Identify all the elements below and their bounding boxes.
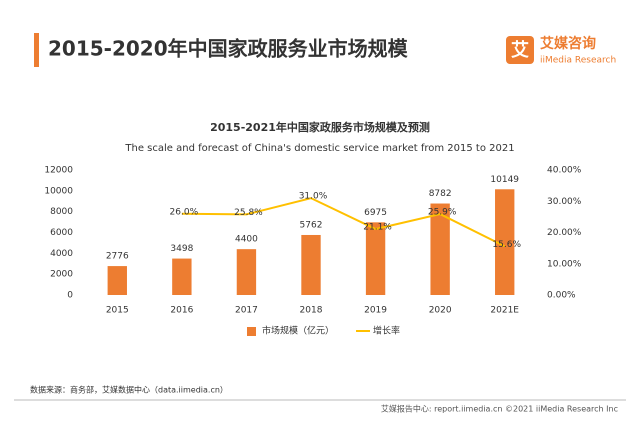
legend-label: 市场规模（亿元） — [262, 325, 334, 337]
y-tick-label: 2000 — [50, 270, 73, 280]
y2-tick-label: 30.00% — [547, 197, 582, 207]
y-tick-label: 4000 — [50, 249, 73, 259]
bar — [236, 249, 257, 295]
x-tick-label: 2020 — [429, 306, 452, 316]
line-label: 26.0% — [170, 207, 199, 217]
chart-subtitle: The scale and forecast of China's domest… — [124, 143, 514, 154]
y2-tick-label: 0.00% — [547, 291, 576, 301]
y2-tick-label: 10.00% — [547, 259, 582, 269]
bar-label: 5762 — [300, 220, 323, 230]
line-label: 25.8% — [234, 208, 263, 218]
x-tick-label: 2015 — [106, 306, 129, 316]
logo-icon — [506, 36, 534, 64]
line-label: 31.0% — [299, 192, 328, 202]
logo-glyph: 艾 — [511, 39, 529, 61]
bar — [301, 234, 321, 295]
bar — [430, 203, 450, 295]
copyright: 艾媒报告中心: report.iimedia.cn ©2021 iiMedia … — [381, 404, 618, 414]
y2-tick-label: 40.00% — [547, 166, 582, 176]
bar-label: 4400 — [235, 235, 258, 245]
y-tick-label: 12000 — [44, 166, 73, 176]
bar — [495, 189, 515, 295]
page-title: 2015-2020年中国家政服务业市场规模 — [48, 37, 409, 61]
line-label: 21.1% — [363, 223, 392, 233]
bar-label: 2776 — [106, 252, 129, 262]
logo-name: 艾媒咨询 — [540, 35, 596, 52]
bar — [107, 266, 127, 295]
legend-label: 增长率 — [373, 325, 400, 337]
line-label: 25.9% — [428, 208, 457, 218]
line-label: 15.6% — [492, 240, 521, 250]
bar — [365, 222, 386, 295]
y-tick-label: 6000 — [50, 228, 73, 238]
bar-label: 3498 — [170, 244, 193, 254]
x-tick-label: 2017 — [235, 306, 258, 316]
y-tick-label: 0 — [67, 291, 73, 301]
y-tick-label: 10000 — [44, 186, 73, 196]
bar-label: 10149 — [490, 175, 519, 185]
y2-tick-label: 20.00% — [547, 228, 582, 238]
x-tick-label: 2016 — [170, 306, 193, 316]
legend-swatch — [247, 327, 256, 336]
title-accent — [34, 33, 39, 67]
chart-title: 2015-2021年中国家政服务市场规模及预测 — [210, 120, 430, 134]
bar-label: 6975 — [364, 208, 387, 218]
bar-label: 8782 — [429, 189, 452, 199]
y-tick-label: 8000 — [50, 207, 73, 217]
x-tick-label: 2019 — [364, 306, 387, 316]
bar — [172, 258, 192, 295]
source: 数据来源：商务部，艾媒数据中心（data.iimedia.cn） — [30, 385, 228, 395]
x-tick-label: 2018 — [300, 306, 323, 316]
logo-sub: iiMedia Research — [540, 56, 616, 66]
line — [181, 197, 506, 248]
x-tick-label: 2021E — [490, 306, 519, 316]
